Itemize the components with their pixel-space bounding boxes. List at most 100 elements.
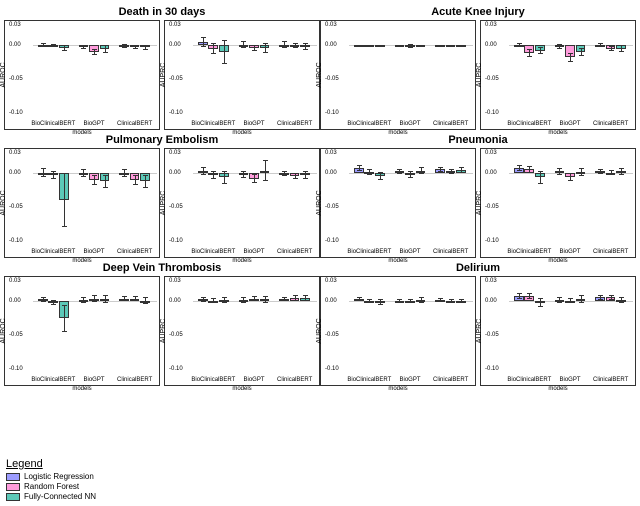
error-bar [621,297,622,304]
error-bar [64,305,65,332]
error-bar [43,43,44,47]
error-bar [124,296,125,301]
error-bar [451,299,452,303]
y-tick: 0.03 [169,278,181,284]
error-bar [559,44,560,49]
y-tick: -0.10 [169,238,183,244]
y-tick: 0.00 [485,170,497,176]
y-tick: -0.10 [169,110,183,116]
chart-panel: AUROC-0.10-0.050.000.03BioClinicalBERTBi… [4,20,160,130]
error-bar [540,47,541,54]
y-axis-label: AUROC [316,62,323,87]
y-tick: 0.03 [325,278,337,284]
y-tick: 0.03 [169,22,181,28]
error-bar [145,175,146,189]
x-tick: BioGPT [399,377,420,383]
error-bar [135,175,136,184]
x-tick: BioGPT [243,121,264,127]
x-tick: BioGPT [559,121,580,127]
row-title: Pneumonia [320,130,636,148]
error-bar [611,46,612,51]
y-tick: 0.03 [9,22,21,28]
y-tick: -0.05 [169,204,183,210]
error-bar [124,44,125,48]
y-tick: -0.10 [9,238,23,244]
x-tick: BioClinicalBERT [507,377,551,383]
y-tick: 0.00 [169,42,181,48]
error-bar [224,40,225,64]
y-tick: 0.03 [485,22,497,28]
row-title: Acute Knee Injury [320,2,636,20]
x-tick: ClinicalBERT [593,121,628,127]
chart-panel: AUPRC-0.10-0.050.000.03BioClinicalBERTBi… [480,20,636,130]
chart-panel: AUROC-0.10-0.050.000.03BioClinicalBERTBi… [4,148,160,258]
y-tick: -0.10 [325,238,339,244]
y-tick: 0.03 [9,150,21,156]
error-bar [43,297,44,302]
error-bar [254,45,255,52]
x-axis-label: models [232,258,251,264]
y-tick: 0.03 [325,150,337,156]
legend-swatch [6,493,20,501]
x-tick: ClinicalBERT [117,249,152,255]
y-tick: -0.10 [325,366,339,372]
error-bar [105,295,106,303]
x-tick: BioGPT [559,377,580,383]
error-bar [461,45,462,48]
y-axis-label: AUROC [316,190,323,215]
error-bar [53,300,54,305]
error-bar [359,45,360,48]
error-bar [570,298,571,303]
chart-panel: AUPRC-0.10-0.050.000.03BioClinicalBERTBi… [164,276,320,386]
x-tick: ClinicalBERT [593,377,628,383]
error-bar [559,168,560,175]
error-bar [440,45,441,48]
y-tick: -0.05 [9,204,23,210]
y-tick: 0.03 [325,22,337,28]
error-bar [440,167,441,172]
y-tick: 0.03 [485,150,497,156]
error-bar [380,45,381,48]
x-tick: BioClinicalBERT [31,121,75,127]
error-bar [64,173,65,227]
error-bar [600,169,601,174]
error-bar [621,45,622,52]
x-tick: BioClinicalBERT [507,121,551,127]
error-bar [399,45,400,48]
error-bar [529,293,530,300]
row-title: Deep Vein Thrombosis [4,258,320,276]
x-tick: BioClinicalBERT [191,377,235,383]
y-axis-label: AUPRC [160,191,167,216]
error-bar [621,168,622,175]
error-bar [295,43,296,48]
y-tick: -0.10 [9,110,23,116]
error-bar [213,171,214,179]
x-tick: ClinicalBERT [277,249,312,255]
error-bar [83,297,84,302]
error-bar [451,169,452,174]
error-bar [203,37,204,46]
error-bar [295,173,296,180]
y-axis-label: AUPRC [160,63,167,88]
y-axis-label: AUPRC [160,319,167,344]
x-tick: ClinicalBERT [433,249,468,255]
error-bar [581,168,582,176]
error-bar [135,45,136,49]
x-tick: BioClinicalBERT [31,249,75,255]
error-bar [359,165,360,170]
error-bar [380,172,381,180]
error-bar [559,297,560,302]
y-axis-label: AUROC [316,318,323,343]
chart-panel: AUPRC-0.10-0.050.000.03BioClinicalBERTBi… [164,20,320,130]
x-axis-label: models [232,386,251,392]
x-tick: BioGPT [399,249,420,255]
error-bar [461,167,462,172]
x-axis-label: models [548,130,567,136]
error-bar [94,49,95,56]
y-tick: -0.10 [9,366,23,372]
error-bar [519,43,520,47]
error-bar [410,171,411,178]
y-tick: -0.10 [485,110,499,116]
error-bar [399,299,400,303]
error-bar [203,167,204,175]
